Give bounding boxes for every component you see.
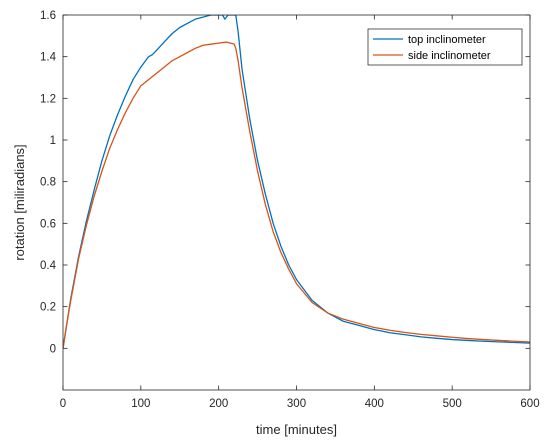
y-tick-label: 1.6 [40, 10, 56, 22]
legend: top inclinometer side inclinometer [367, 28, 523, 66]
x-axis-label: time [minutes] [256, 422, 337, 437]
y-axis-label: rotation [miliradians] [12, 144, 27, 260]
axes-background [63, 15, 530, 390]
y-tick-label: 0 [50, 343, 56, 355]
y-tick-label: 0.8 [40, 177, 56, 189]
y-tick-label: 1.2 [40, 93, 56, 105]
legend-box [367, 28, 523, 66]
legend-label-side-inclinometer: side inclinometer [408, 50, 491, 62]
y-tick-label: 0.2 [40, 302, 56, 314]
y-tick-label: 1 [50, 135, 56, 147]
y-tick-label: 0.4 [40, 260, 57, 272]
x-tick-label: 100 [131, 398, 150, 410]
axes-layer [62, 14, 531, 391]
legend-label-top-inclinometer: top inclinometer [408, 34, 486, 46]
y-tick-label: 0.6 [40, 218, 56, 230]
x-tick-label: 500 [443, 398, 462, 410]
series-layer [63, 15, 530, 349]
x-tick-label: 200 [209, 398, 228, 410]
plot-area [63, 15, 530, 390]
series-line-side-inclinometer [63, 41, 530, 349]
x-tick-label: 300 [287, 398, 306, 410]
x-tick-label: 0 [60, 398, 66, 410]
x-tick-label: 400 [365, 398, 384, 410]
tick-label-layer: 0 100 200 300 400 500 600 0 0.2 0.4 0.6 0.8 1 1.2 1.4 1… [40, 10, 540, 410]
series-line-top-inclinometer [63, 15, 530, 349]
x-tick-label: 600 [520, 398, 539, 410]
y-tick-label: 1.4 [40, 52, 57, 64]
